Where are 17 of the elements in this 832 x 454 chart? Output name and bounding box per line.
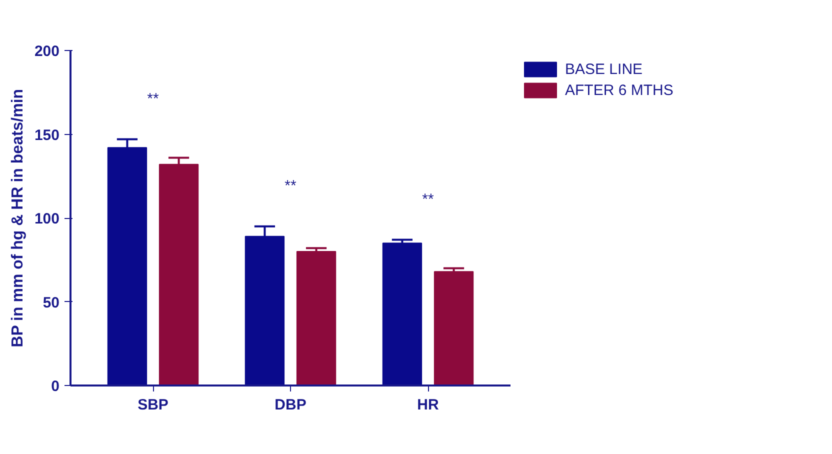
- x-tick-label: DBP: [274, 396, 306, 414]
- annotation: **: [147, 90, 159, 108]
- y-tick-label: 100: [34, 210, 60, 228]
- y-tick-label: 0: [51, 378, 60, 395]
- annotation: **: [284, 178, 296, 195]
- y-tick-label: 50: [42, 294, 60, 312]
- legend-label: AFTER 6 MTHS: [565, 82, 674, 98]
- x-tick-label: SBP: [138, 396, 168, 414]
- bar: [382, 242, 422, 386]
- y-tick-label: 150: [34, 126, 60, 144]
- y-tick-label: 200: [34, 43, 60, 60]
- annotation: **: [422, 191, 434, 208]
- x-tick-label: HR: [417, 396, 439, 414]
- bar: [296, 251, 336, 386]
- legend-label: BASE LINE: [565, 60, 643, 78]
- y-axis-title: BP in mm of hg & HR in beats/min: [9, 88, 26, 348]
- bar: [434, 271, 474, 386]
